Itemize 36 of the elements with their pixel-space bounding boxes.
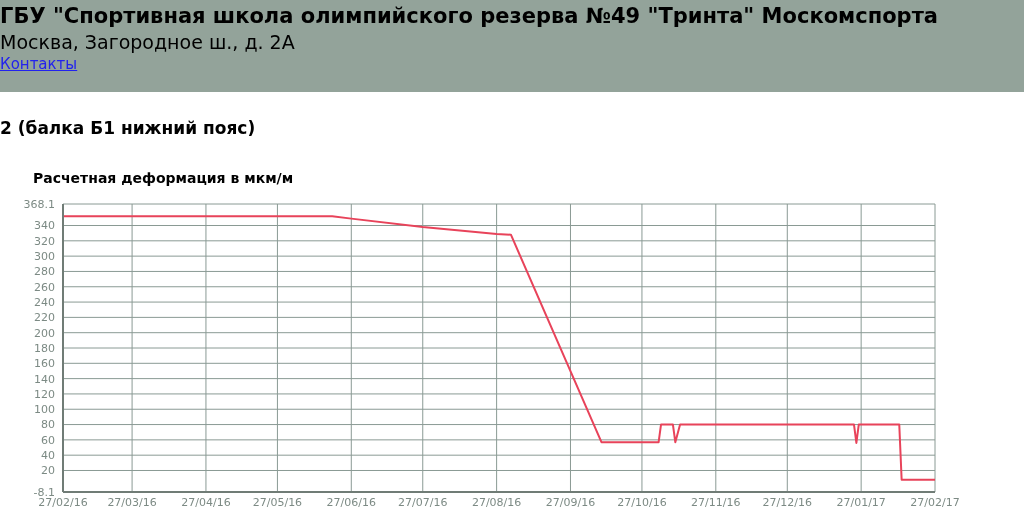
y-tick-label: 160 bbox=[34, 357, 55, 371]
y-tick-label: 20 bbox=[41, 464, 55, 478]
y-tick-label: 80 bbox=[41, 418, 55, 432]
y-tick-label: 60 bbox=[41, 433, 55, 447]
y-tick-label: 260 bbox=[34, 280, 55, 294]
y-tick-label: 100 bbox=[34, 403, 55, 417]
y-tick-label: 320 bbox=[34, 234, 55, 248]
y-tick-label: 180 bbox=[34, 341, 55, 355]
x-tick-label: 27/11/16 bbox=[691, 495, 741, 509]
x-tick-label: 27/04/16 bbox=[181, 495, 231, 509]
y-tick-label: 240 bbox=[34, 295, 55, 309]
x-tick-label: 27/01/17 bbox=[836, 495, 886, 509]
x-tick-label: 27/03/16 bbox=[107, 495, 157, 509]
x-tick-label: 27/07/16 bbox=[398, 495, 448, 509]
y-tick-label: 220 bbox=[34, 311, 55, 325]
chart-title: Расчетная деформация в мкм/м bbox=[33, 170, 295, 188]
chart-subtitle: 2 (балка Б1 нижний пояс) bbox=[0, 118, 257, 140]
y-tick-label: 200 bbox=[34, 326, 55, 340]
x-tick-label: 27/09/16 bbox=[545, 495, 596, 509]
y-tick-label: 280 bbox=[34, 265, 55, 279]
x-tick-label: 27/10/16 bbox=[617, 495, 667, 509]
y-tick-label: 40 bbox=[41, 449, 55, 463]
text: Контакты bbox=[0, 54, 79, 74]
x-tick-label: 27/06/16 bbox=[326, 495, 376, 509]
line-series bbox=[63, 215, 935, 481]
y-tick-label: 368.1 bbox=[23, 197, 55, 211]
y-tick-label: 340 bbox=[34, 219, 55, 233]
x-tick-label: 27/08/16 bbox=[471, 495, 522, 509]
x-tick-label: 27/05/16 bbox=[252, 495, 303, 509]
text: Москва, Загородное ш., д. 2А bbox=[0, 30, 296, 54]
x-tick-label: 27/12/16 bbox=[762, 495, 812, 509]
y-tick-label: 140 bbox=[34, 372, 55, 386]
text: ГБУ "Спортивная школа олимпийского резерва №49 "Тринта" Москомспорта bbox=[0, 3, 939, 30]
y-tick-label: 300 bbox=[34, 250, 55, 264]
y-tick-label: 120 bbox=[34, 387, 55, 401]
x-tick-label: 27/02/17 bbox=[910, 495, 960, 509]
